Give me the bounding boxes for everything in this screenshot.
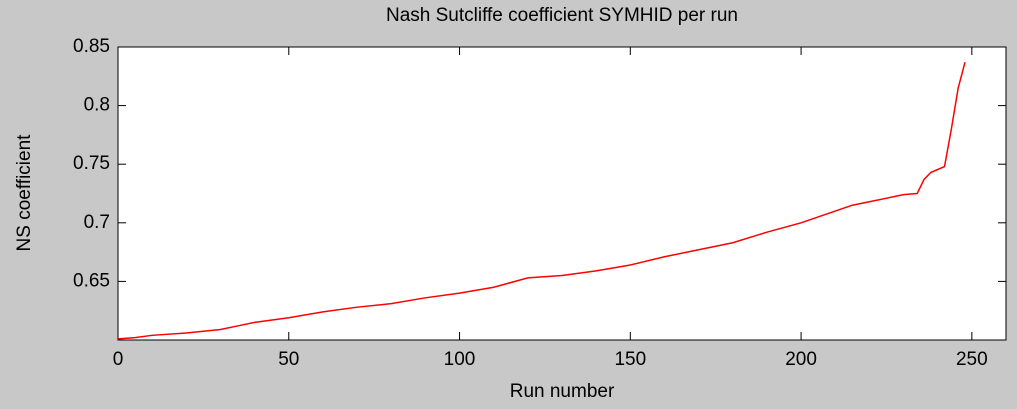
- x-tick-label: 250: [956, 349, 988, 370]
- y-tick-label: 0.8: [84, 95, 110, 116]
- x-tick-label: 0: [113, 349, 124, 370]
- data-line: [117, 62, 966, 340]
- chart-title: Nash Sutcliffe coefficient SYMHID per ru…: [386, 5, 738, 26]
- x-tick-label: 100: [444, 349, 476, 370]
- x-tick-label: 150: [614, 349, 646, 370]
- y-axis-label: NS coefficient: [14, 134, 35, 252]
- y-tick-label: 0.85: [73, 36, 110, 57]
- y-tick-label: 0.7: [84, 212, 110, 233]
- y-tick-label: 0.75: [73, 153, 110, 174]
- x-tick-label: 50: [278, 349, 299, 370]
- x-axis-label: Run number: [510, 381, 615, 402]
- x-tick-label: 200: [785, 349, 817, 370]
- plot-area: [117, 46, 1007, 341]
- y-tick-label: 0.65: [73, 270, 110, 291]
